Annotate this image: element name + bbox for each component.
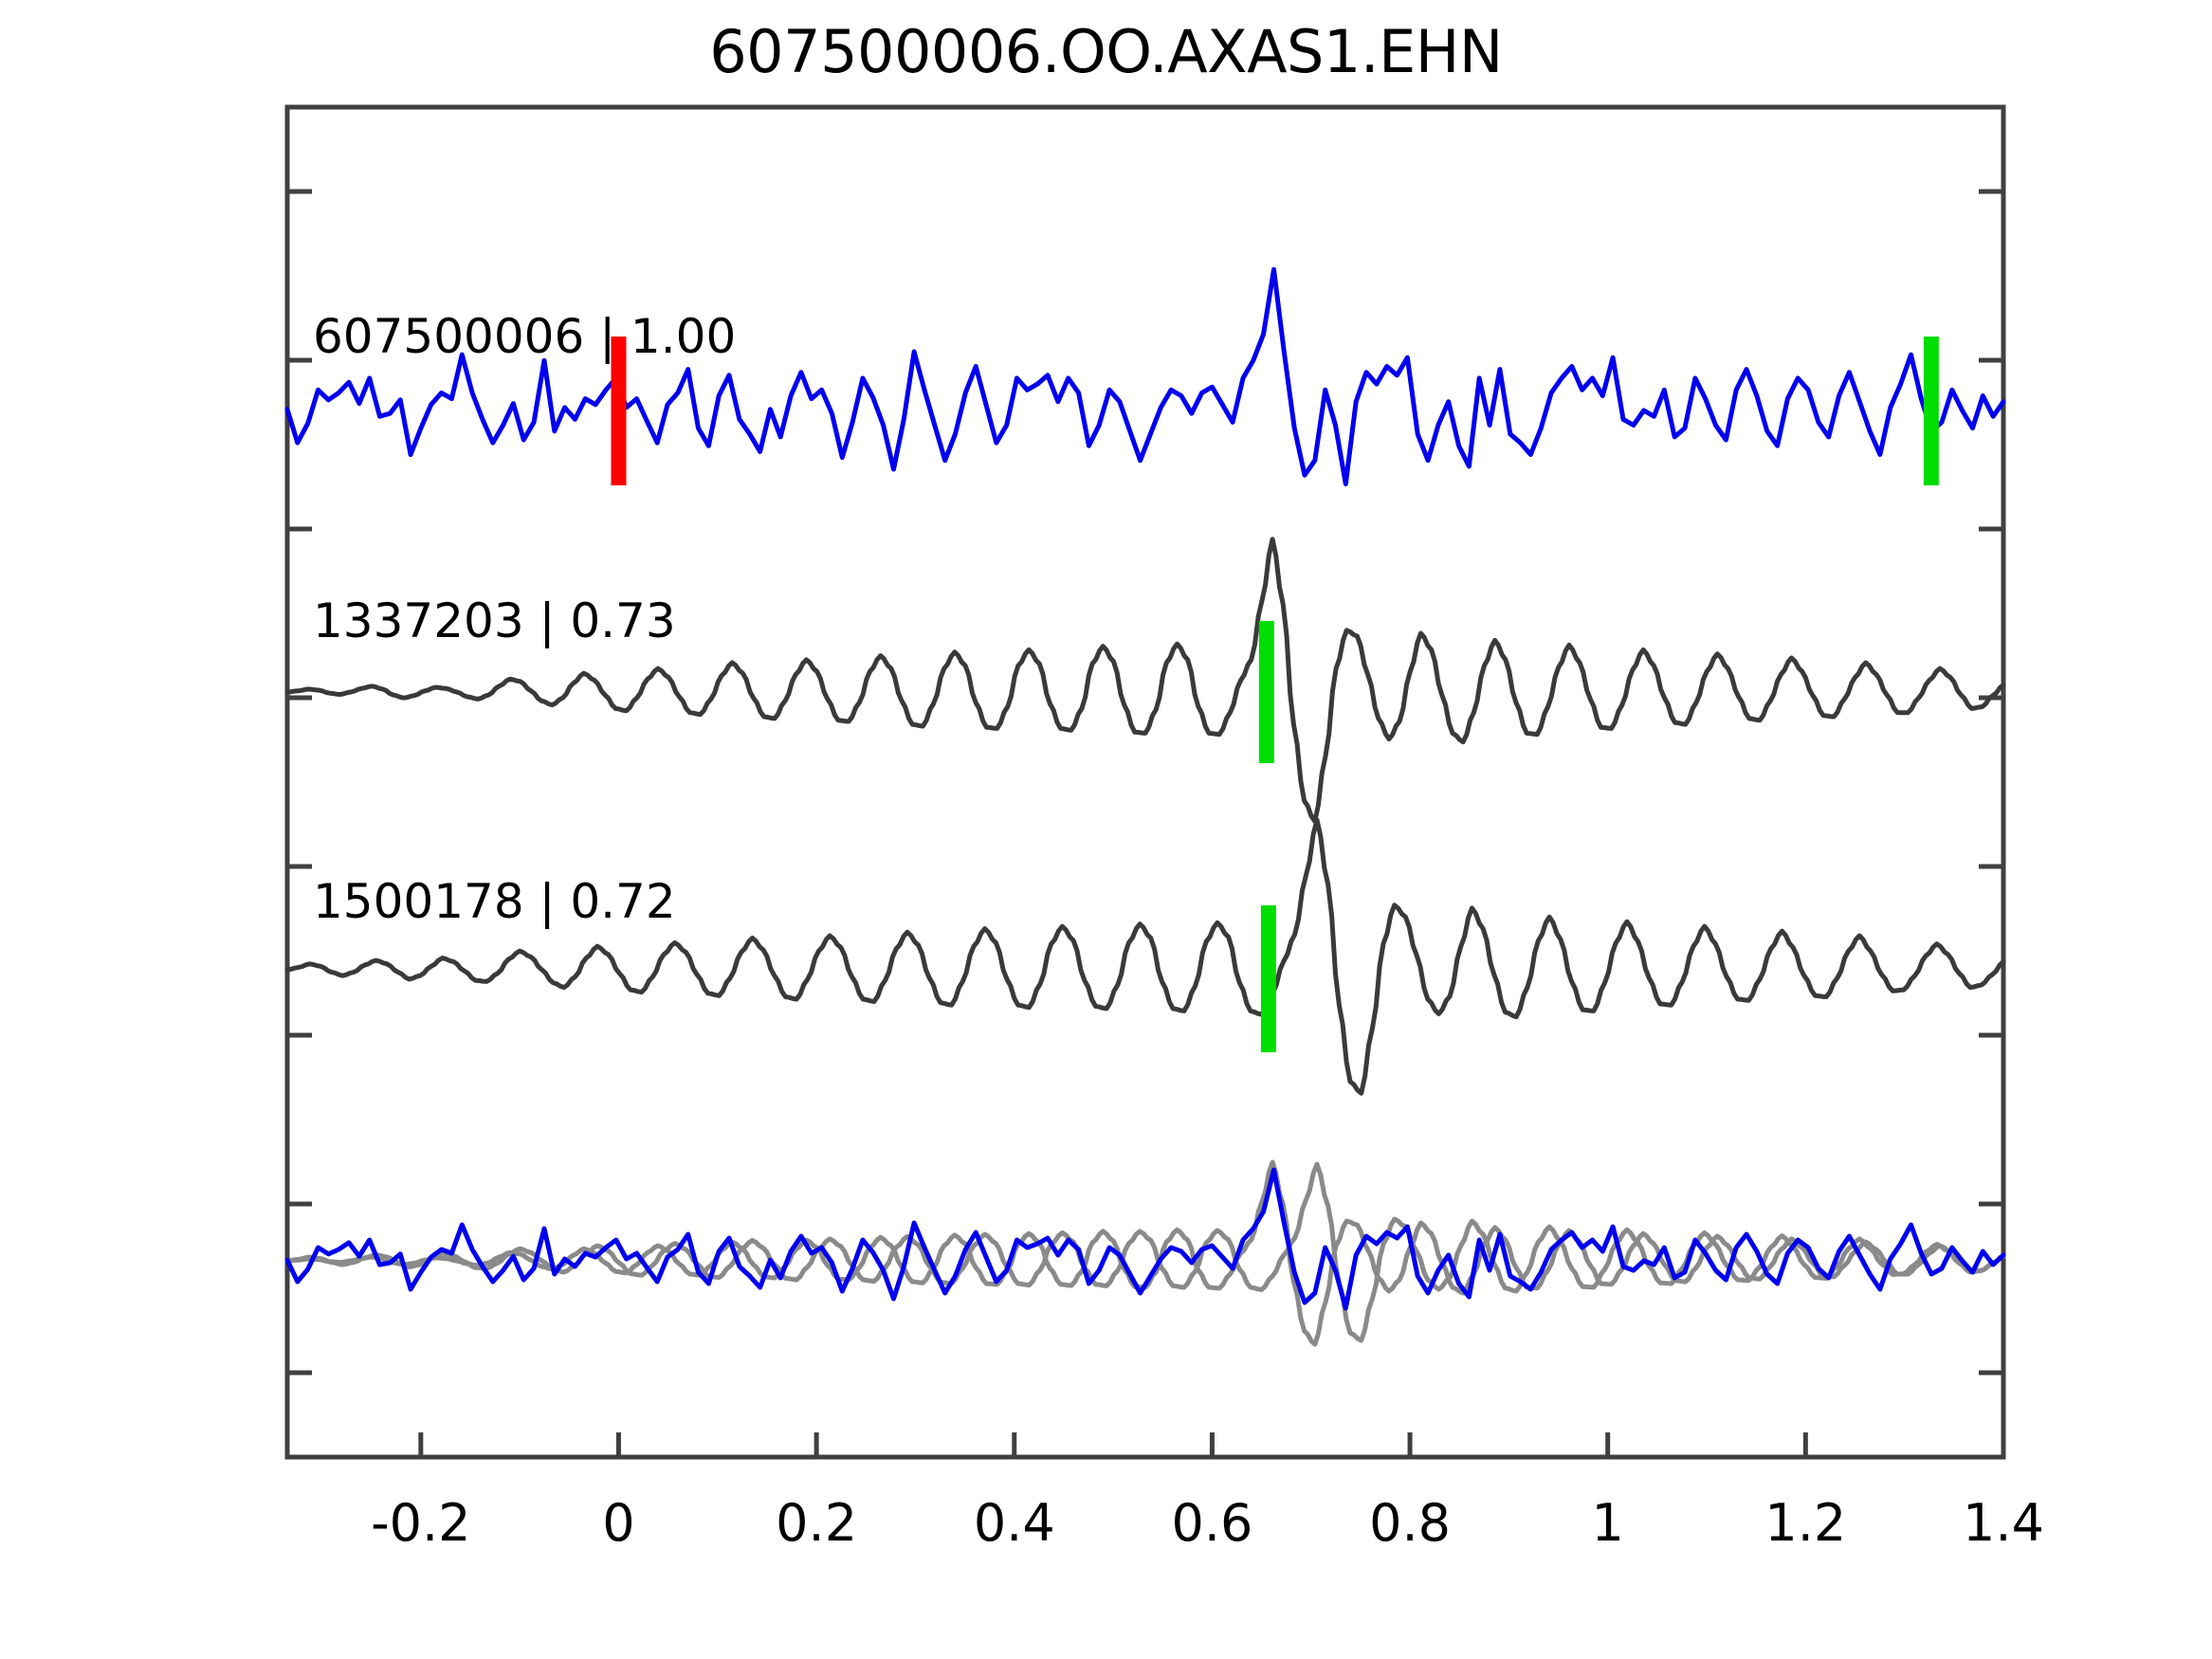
x-tick-label: 1	[1592, 1493, 1624, 1553]
x-tick-label: 0.2	[776, 1493, 857, 1553]
x-axis-ticks	[418, 1432, 2006, 1457]
y-axis-ticks	[287, 189, 2003, 1376]
x-tick-label: -0.2	[371, 1493, 470, 1553]
page-title: 607500006.OO.AXAS1.EHN	[709, 17, 1503, 86]
trace-label-1500178: 1500178 | 0.72	[313, 874, 676, 929]
x-tick-label: 0.6	[1171, 1493, 1252, 1553]
pick-markers	[611, 337, 1939, 1052]
x-tick-label: 1.2	[1764, 1493, 1846, 1553]
plot-frame	[284, 104, 2006, 1460]
trace-labels: 607500006 | 1.00 1337203 | 0.73 1500178 | …	[313, 309, 736, 929]
x-tick-label: 1.4	[1963, 1493, 2044, 1553]
x-axis-tick-labels: -0.2 0 0.2 0.4 0.6 0.8 1 1.2 1.4	[371, 1493, 2044, 1553]
trace-label-1337203: 1337203 | 0.73	[313, 593, 676, 648]
trace-label-607500006: 607500006 | 1.00	[313, 309, 736, 364]
x-tick-label: 0.4	[974, 1493, 1055, 1553]
x-tick-label: 0	[602, 1493, 634, 1553]
waveform-traces	[284, 266, 2006, 1347]
x-tick-label: 0.8	[1369, 1493, 1451, 1553]
